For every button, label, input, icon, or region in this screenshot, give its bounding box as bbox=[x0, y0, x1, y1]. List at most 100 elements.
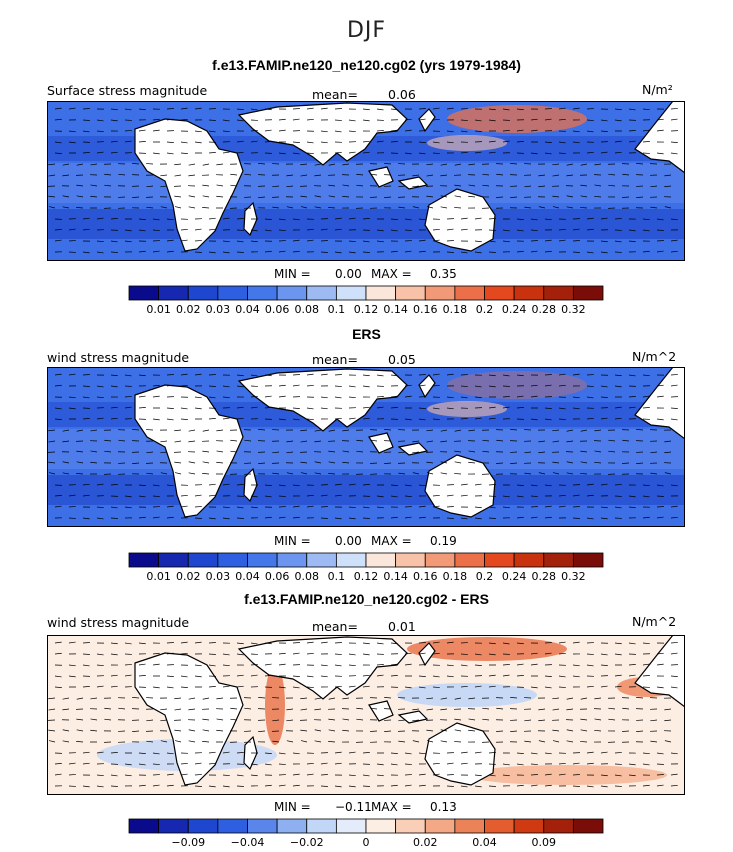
panel-2-units: N/m^2 bbox=[632, 349, 676, 364]
colorbar-swatch bbox=[218, 553, 248, 567]
colorbar-swatch bbox=[396, 553, 426, 567]
colorbar-swatch bbox=[277, 553, 307, 567]
colorbar-tick-label: 0.16 bbox=[413, 570, 438, 583]
panel-1-map bbox=[47, 101, 685, 261]
colorbar-tick-label: 0.2 bbox=[476, 570, 494, 583]
panel-3-mean-label: mean= bbox=[312, 619, 358, 634]
colorbar-swatch bbox=[425, 553, 455, 567]
panel-3-mean-value: 0.01 bbox=[388, 619, 416, 634]
panel-2-mean-value: 0.05 bbox=[388, 352, 416, 367]
panel-3-variable-label: wind stress magnitude bbox=[47, 615, 189, 630]
panel-1-min-label: MIN = bbox=[274, 267, 311, 281]
colorbar-swatch bbox=[307, 286, 337, 300]
colorbar-tick-label: 0.02 bbox=[413, 836, 438, 849]
colorbar-swatch bbox=[336, 286, 366, 300]
colorbar-tick-label: 0.04 bbox=[235, 303, 260, 316]
colorbar-swatch bbox=[159, 286, 189, 300]
colorbar-tick-label: 0.08 bbox=[295, 570, 320, 583]
colorbar-swatch bbox=[396, 819, 426, 833]
colorbar-swatch bbox=[188, 819, 218, 833]
panel-3-map bbox=[47, 635, 685, 795]
colorbar-swatch bbox=[159, 553, 189, 567]
colorbar-tick-label: 0.02 bbox=[176, 303, 201, 316]
colorbar-tick-label: 0.32 bbox=[561, 303, 586, 316]
colorbar-tick-label: 0.01 bbox=[146, 303, 171, 316]
panel-3-max-label: MAX = bbox=[371, 800, 412, 814]
panel-1-mean-value: 0.06 bbox=[388, 87, 416, 102]
colorbar-swatch bbox=[129, 553, 159, 567]
panel-1-min-value: 0.00 bbox=[335, 267, 362, 281]
panel-1-mean-label: mean= bbox=[312, 87, 358, 102]
colorbar-swatch bbox=[218, 819, 248, 833]
colorbar-tick-label: 0.24 bbox=[502, 570, 527, 583]
stress-band bbox=[47, 163, 685, 203]
colorbar-swatch bbox=[159, 819, 189, 833]
figure-title: DJF bbox=[0, 18, 733, 43]
colorbar-swatch bbox=[573, 286, 603, 300]
stress-band bbox=[47, 475, 685, 505]
panel-2-title: ERS bbox=[0, 326, 733, 342]
colorbar-swatch bbox=[455, 286, 485, 300]
colorbar-tick-label: 0.02 bbox=[176, 570, 201, 583]
panel-1-max-value: 0.35 bbox=[430, 267, 457, 281]
colorbar-swatch bbox=[188, 553, 218, 567]
colorbar-swatch bbox=[544, 819, 574, 833]
panel-3-max-value: 0.13 bbox=[430, 800, 457, 814]
colorbar-swatch bbox=[485, 553, 515, 567]
panel-2-max-label: MAX = bbox=[371, 534, 412, 548]
colorbar-tick-label: 0.04 bbox=[472, 836, 497, 849]
colorbar-swatch bbox=[573, 819, 603, 833]
panel-2-min-label: MIN = bbox=[274, 534, 311, 548]
colorbar-swatch bbox=[425, 819, 455, 833]
colorbar-tick-label: 0.14 bbox=[383, 570, 408, 583]
colorbar-swatch bbox=[218, 286, 248, 300]
positive-anomaly bbox=[467, 765, 667, 785]
colorbar-swatch bbox=[248, 819, 278, 833]
colorbar-tick-label: −0.02 bbox=[290, 836, 324, 849]
colorbar-swatch bbox=[485, 286, 515, 300]
colorbar-tick-label: 0.2 bbox=[476, 303, 494, 316]
panel-2-max-value: 0.19 bbox=[430, 534, 457, 548]
colorbar-tick-label: 0.24 bbox=[502, 303, 527, 316]
colorbar-swatch bbox=[455, 819, 485, 833]
colorbar-tick-label: 0.16 bbox=[413, 303, 438, 316]
colorbar-tick-label: 0.06 bbox=[265, 570, 290, 583]
colorbar-swatch bbox=[544, 553, 574, 567]
colorbar-swatch bbox=[129, 819, 159, 833]
colorbar-tick-label: 0.1 bbox=[328, 303, 346, 316]
colorbar-tick-label: 0.03 bbox=[206, 303, 231, 316]
colorbar-swatch bbox=[485, 819, 515, 833]
colorbar-tick-label: 0.01 bbox=[146, 570, 171, 583]
panel-2-mean-label: mean= bbox=[312, 352, 358, 367]
panel-2-variable-label: wind stress magnitude bbox=[47, 350, 189, 365]
colorbar-swatch bbox=[514, 553, 544, 567]
colorbar-swatch bbox=[544, 286, 574, 300]
colorbar-tick-label: 0.08 bbox=[295, 303, 320, 316]
colorbar-tick-label: 0.12 bbox=[354, 303, 379, 316]
colorbar-tick-label: 0 bbox=[363, 836, 370, 849]
panel-1-units: N/m² bbox=[642, 82, 673, 97]
colorbar-swatch bbox=[307, 819, 337, 833]
colorbar-swatch bbox=[307, 553, 337, 567]
colorbar-swatch bbox=[573, 553, 603, 567]
stress-band bbox=[47, 209, 685, 239]
colorbar-swatch bbox=[277, 286, 307, 300]
colorbar-tick-label: −0.09 bbox=[171, 836, 205, 849]
colorbar-tick-label: 0.06 bbox=[265, 303, 290, 316]
panel-1-max-label: MAX = bbox=[371, 267, 412, 281]
colorbar-swatch bbox=[514, 819, 544, 833]
stress-band bbox=[47, 429, 685, 469]
panel-1-variable-label: Surface stress magnitude bbox=[47, 83, 207, 98]
colorbar-swatch bbox=[366, 286, 396, 300]
colorbar-swatch bbox=[366, 553, 396, 567]
colorbar-swatch bbox=[336, 553, 366, 567]
panel-3-min-label: MIN = bbox=[274, 800, 311, 814]
colorbar-swatch bbox=[336, 819, 366, 833]
colorbar-tick-label: −0.04 bbox=[231, 836, 265, 849]
colorbar-swatch bbox=[425, 286, 455, 300]
panel-3-title: f.e13.FAMIP.ne120_ne120.cg02 - ERS bbox=[0, 591, 733, 607]
panel-3-min-value: −0.11 bbox=[335, 800, 372, 814]
colorbar-tick-label: 0.18 bbox=[443, 303, 468, 316]
